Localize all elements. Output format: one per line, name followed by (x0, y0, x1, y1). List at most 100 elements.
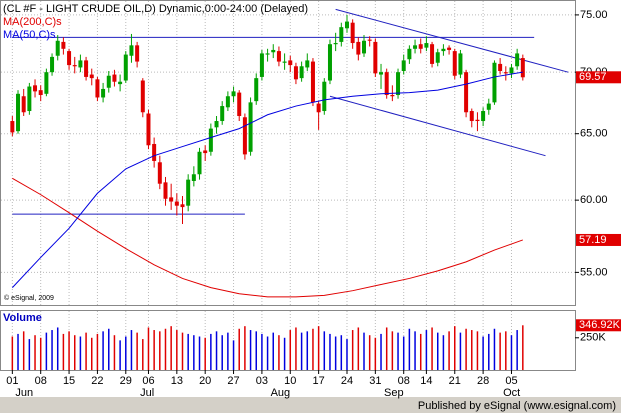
x-tick-label: 03 (256, 375, 268, 387)
candle-body (129, 45, 134, 56)
ma-last-label-box (576, 233, 621, 246)
candle-body (123, 54, 128, 81)
month-label: Oct (503, 387, 520, 399)
candle-body (492, 62, 497, 103)
candle-body (186, 179, 191, 206)
candle-body (10, 121, 15, 133)
candle-body (163, 182, 168, 199)
candle-body (78, 60, 83, 68)
y-tick-label: 65.00 (580, 128, 608, 140)
candle-body (106, 75, 111, 88)
candle-body (305, 60, 310, 68)
candle-body (50, 56, 55, 73)
candle-body (515, 53, 520, 67)
candle-body (390, 95, 395, 97)
candle-body (333, 43, 338, 45)
grid (1, 1, 575, 370)
candle-body (458, 53, 463, 75)
x-tick-label: 21 (449, 375, 461, 387)
trendline (329, 95, 546, 157)
x-tick-label: 14 (420, 375, 432, 387)
candle-body (231, 91, 236, 97)
x-tick-label: 08 (35, 375, 47, 387)
candle-body (84, 60, 89, 77)
candle-body (174, 201, 179, 206)
candle-body (396, 72, 401, 96)
candle-body (214, 121, 219, 128)
candle-body (265, 53, 270, 55)
candle-body (424, 43, 429, 48)
candle-body (254, 78, 259, 102)
candle-body (350, 22, 355, 44)
footer-bar (0, 397, 621, 413)
candle-body (237, 92, 242, 117)
candle-body (140, 80, 145, 113)
candle-body (452, 51, 457, 76)
x-tick-label: 08 (398, 375, 410, 387)
footer: Published by eSignal (www.esignal.com) (418, 400, 616, 412)
x-tick-label: 20 (199, 375, 211, 387)
candle-body (89, 74, 94, 79)
candle-body (288, 60, 293, 66)
ma-line (11, 71, 523, 288)
volume-title: Volume (3, 312, 42, 324)
x-tick-label: 22 (91, 375, 103, 387)
candle-body (135, 45, 140, 62)
volume-panel (0, 310, 576, 371)
y-tick-label: 60.00 (580, 194, 608, 206)
legend-entry: MA(200,C)s (3, 16, 62, 28)
volume-last-label-box (576, 319, 621, 332)
candle-body (498, 63, 503, 71)
candle-body (112, 74, 117, 82)
month-label: Jul (140, 387, 154, 399)
candle-body (44, 72, 49, 94)
candle-body (481, 111, 486, 122)
candle-body (339, 27, 344, 42)
candle-body (447, 47, 452, 50)
candle-body (418, 44, 423, 49)
volume-last-label: 346.92K (579, 319, 621, 331)
x-tick-label: 24 (341, 375, 353, 387)
ma-last-label: 57.19 (579, 234, 607, 246)
month-label: Jun (15, 387, 33, 399)
x-tick-label: 13 (171, 375, 183, 387)
candle-body (220, 106, 225, 122)
x-tick-label: 06 (142, 375, 154, 387)
candle-body (38, 90, 43, 96)
candle-body (413, 45, 418, 49)
candle-body (401, 60, 406, 71)
candle-body (197, 151, 202, 175)
candle-body (520, 58, 525, 78)
candle-body (464, 72, 469, 113)
month-label: Sep (384, 387, 404, 399)
candle-body (367, 39, 372, 41)
candle-body (180, 204, 185, 208)
marks (10, 8, 569, 370)
candle-body (509, 67, 514, 74)
candle-body (379, 72, 384, 75)
candle-body (469, 111, 474, 122)
candle-body (72, 65, 77, 67)
candle-body (203, 150, 208, 154)
candle-body (373, 41, 378, 74)
last-price-label: 69.57 (579, 71, 607, 83)
ma-line (12, 177, 523, 298)
candle-body (146, 113, 151, 146)
candle-body (152, 143, 157, 161)
candle-body (225, 96, 230, 108)
candle-body (310, 61, 315, 103)
candle-body (384, 72, 389, 96)
chart-title: (CL #F - LIGHT CRUDE OIL,D) Dynamic,0:00… (3, 3, 308, 15)
candle-body (55, 40, 60, 56)
candle-body (118, 81, 123, 85)
x-tick-label: 01 (6, 375, 18, 387)
candle-body (282, 61, 287, 63)
candle-body (67, 51, 72, 66)
candle-body (441, 48, 446, 52)
trendline (335, 8, 569, 73)
x-tick-label: 15 (63, 375, 75, 387)
x-tick-label: 28 (477, 375, 489, 387)
candle-body (242, 117, 247, 155)
candle-body (362, 40, 367, 54)
